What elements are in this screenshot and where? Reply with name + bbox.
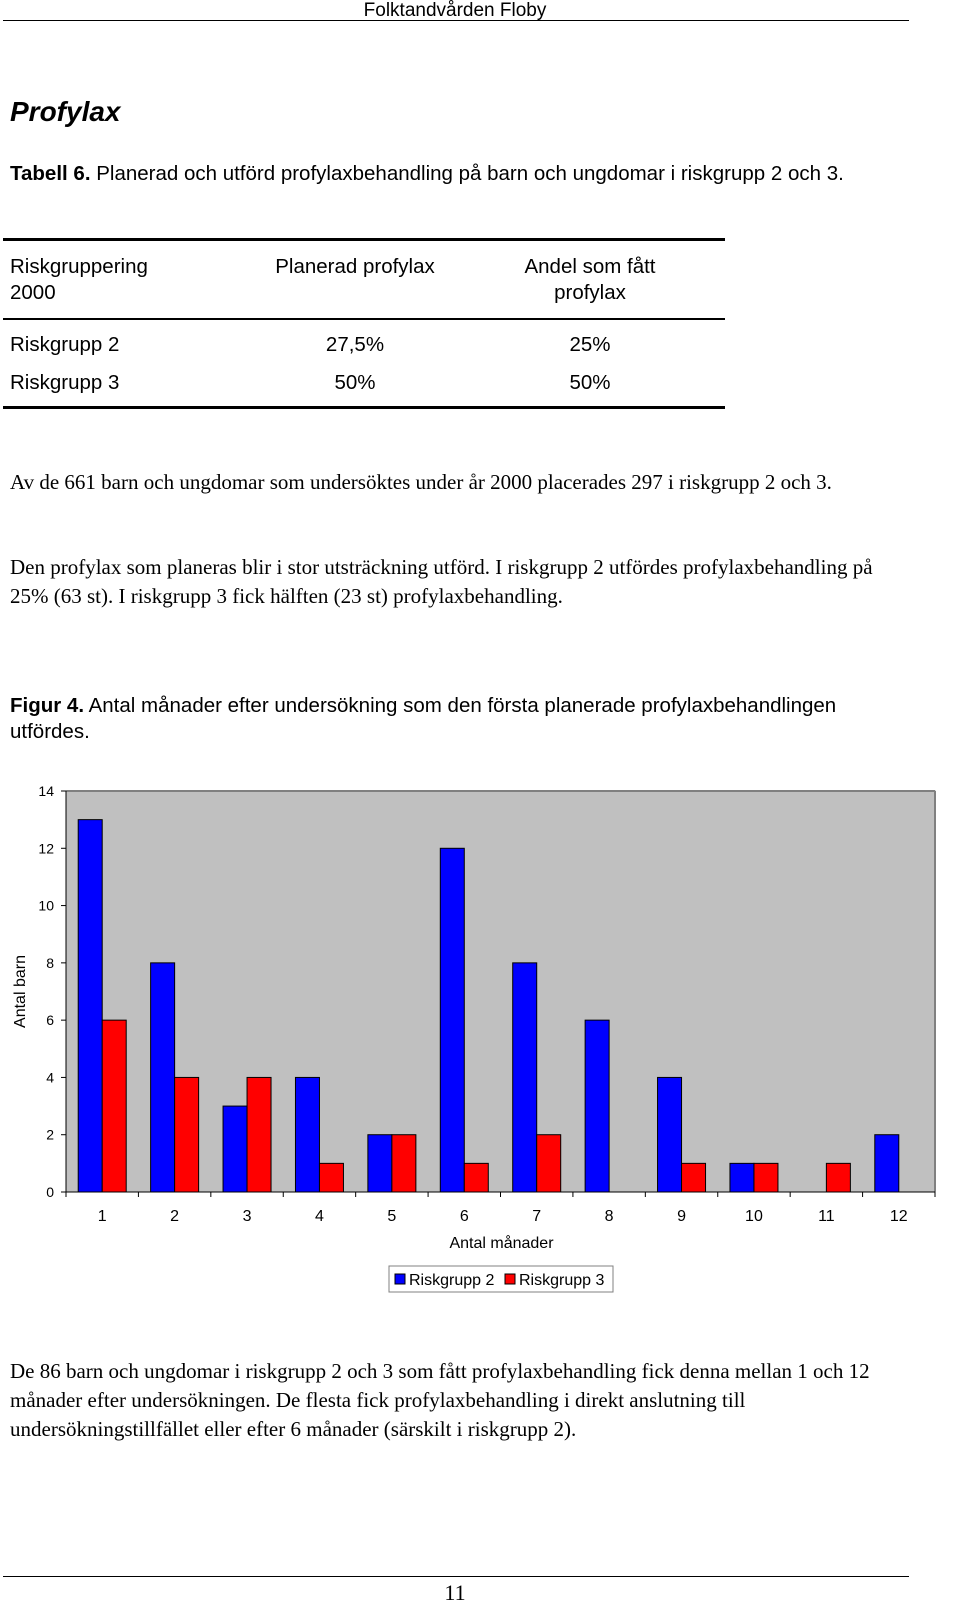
figure-caption: Figur 4. Antal månader efter undersöknin… xyxy=(10,693,890,745)
y-tick-label: 0 xyxy=(46,1184,54,1200)
bar-riskgrupp-3 xyxy=(681,1162,707,1193)
table-cell: 50% xyxy=(569,371,611,394)
table-cell: 50% xyxy=(334,371,376,394)
table-top-rule xyxy=(3,238,725,241)
legend-box xyxy=(388,1265,614,1293)
x-tick-label: 11 xyxy=(818,1208,835,1225)
table-header-riskgruppering: Riskgruppering 2000 xyxy=(10,254,240,306)
x-tick-label: 6 xyxy=(460,1208,469,1225)
table-header-line: Andel som fått xyxy=(524,255,656,278)
x-tick-label: 4 xyxy=(315,1208,324,1225)
bar-riskgrupp-2 xyxy=(222,1105,248,1193)
table-caption: Tabell 6. Planerad och utförd profylaxbe… xyxy=(10,161,890,187)
table-cell: 25% xyxy=(569,333,611,356)
bar-riskgrupp-2 xyxy=(150,962,176,1193)
legend-label: Riskgrupp 3 xyxy=(519,1272,604,1289)
y-tick-label: 2 xyxy=(46,1127,54,1143)
bar-riskgrupp-3 xyxy=(174,1076,200,1193)
x-tick-label: 2 xyxy=(170,1208,179,1225)
bar-riskgrupp-3 xyxy=(753,1162,779,1193)
table-cell: Riskgrupp 2 xyxy=(10,333,120,356)
x-tick-label: 1 xyxy=(98,1208,107,1225)
table-header-line: 2000 xyxy=(10,281,56,304)
x-tick-label: 9 xyxy=(677,1208,686,1225)
bar-riskgrupp-3 xyxy=(101,1019,127,1193)
page-number: 11 xyxy=(444,1580,466,1605)
y-tick-label: 12 xyxy=(38,840,54,856)
table-cell: 27,5% xyxy=(325,333,385,356)
section-title: Profylax xyxy=(10,96,121,127)
legend-swatch xyxy=(394,1273,406,1285)
table-header-line: Planerad profylax xyxy=(275,255,435,278)
bar-riskgrupp-2 xyxy=(294,1076,320,1193)
bar-riskgrupp-2 xyxy=(584,1019,610,1193)
closing-paragraph: De 86 barn och ungdomar i riskgrupp 2 oc… xyxy=(10,1359,870,1441)
y-tick-label: 10 xyxy=(38,898,54,914)
table-bottom-rule xyxy=(3,406,725,409)
page-header-title: Folktandvården Floby xyxy=(363,0,547,21)
header-divider xyxy=(3,20,909,21)
y-tick-label: 4 xyxy=(46,1069,54,1085)
x-tick-label: 8 xyxy=(605,1208,614,1225)
table-caption-label: Tabell 6. xyxy=(10,162,91,185)
table-header-line: Riskgruppering xyxy=(10,255,148,278)
x-tick-label: 12 xyxy=(890,1208,908,1225)
table-header-line: profylax xyxy=(554,281,626,304)
bar-riskgrupp-2 xyxy=(512,962,538,1193)
x-axis-title: Antal månader xyxy=(449,1234,554,1252)
table-header-andel: Andel som fått profylax xyxy=(470,254,710,306)
table-header-planerad: Planerad profylax xyxy=(235,254,475,280)
footer-divider xyxy=(3,1576,909,1577)
paragraph: Den profylax som planeras blir i stor ut… xyxy=(10,555,873,608)
bar-riskgrupp-3 xyxy=(246,1076,272,1193)
bar-riskgrupp-2 xyxy=(729,1162,755,1193)
bar-riskgrupp-3 xyxy=(391,1134,417,1193)
legend-swatch xyxy=(504,1273,516,1285)
x-tick-label: 3 xyxy=(243,1208,252,1225)
figure-caption-label: Figur 4. xyxy=(10,694,85,717)
y-tick-label: 6 xyxy=(46,1012,54,1028)
table-caption-text: Planerad och utförd profylaxbehandling p… xyxy=(90,162,844,185)
bar-riskgrupp-3 xyxy=(318,1162,344,1193)
bar-riskgrupp-2 xyxy=(439,847,465,1193)
bar-riskgrupp-2 xyxy=(77,819,103,1193)
table-cell: Riskgrupp 3 xyxy=(10,371,120,394)
bar-riskgrupp-2 xyxy=(874,1134,900,1193)
x-tick-label: 7 xyxy=(532,1208,541,1225)
y-axis-title: Antal barn xyxy=(12,955,29,1028)
x-tick-label: 10 xyxy=(745,1208,763,1225)
x-tick-label: 5 xyxy=(387,1208,396,1225)
paragraph: Av de 661 barn och ungdomar som undersök… xyxy=(10,470,832,494)
bar-riskgrupp-2 xyxy=(367,1134,393,1193)
y-tick-label: 8 xyxy=(46,955,54,971)
table-header-rule xyxy=(3,318,725,320)
y-tick-label: 14 xyxy=(38,783,54,799)
bar-riskgrupp-3 xyxy=(536,1134,562,1193)
bar-riskgrupp-2 xyxy=(657,1076,683,1193)
bar-riskgrupp-3 xyxy=(825,1162,851,1193)
bar-riskgrupp-3 xyxy=(463,1162,489,1193)
figure-caption-text: Antal månader efter undersökning som den… xyxy=(10,694,837,743)
legend-label: Riskgrupp 2 xyxy=(409,1272,494,1289)
